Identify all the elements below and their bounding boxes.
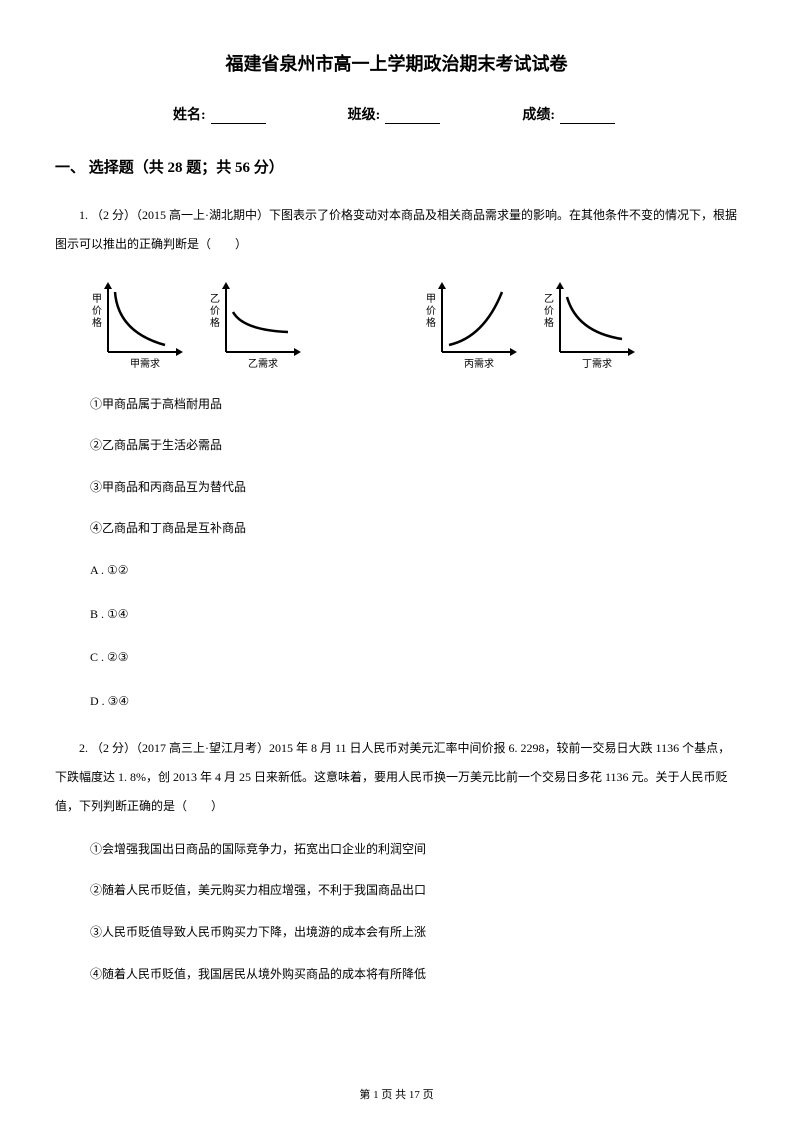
svg-text:格: 格 [210,316,220,329]
q1-stem: 1. （2 分）（2015 高一上·湖北期中）下图表示了价格变动对本商品及相关商… [55,201,738,259]
q1-answers: A . ①② B . ①④ C . ②③ D . ③④ [90,560,738,712]
student-info-line: 姓名: 班级: 成绩: [55,104,738,124]
class-label: 班级: [348,104,381,124]
svg-text:丙需求: 丙需求 [464,358,494,370]
svg-text:价: 价 [210,305,220,317]
svg-text:格: 格 [544,316,554,329]
svg-text:价: 价 [92,305,102,317]
svg-text:价: 价 [544,305,554,317]
q2-options: ①会增强我国出日商品的国际竞争力，拓宽出口企业的利润空间 ②随着人民币贬值，美元… [90,839,738,985]
chart-bing-demand: 甲 价 格 丙需求 [424,277,524,372]
q1-option-4: ④乙商品和丁商品是互补商品 [90,518,738,540]
svg-text:格: 格 [426,316,436,329]
q1-option-3: ③甲商品和丙商品互为替代品 [90,477,738,499]
score-blank [560,123,615,124]
section-header: 一、 选择题（共 28 题；共 56 分） [55,156,738,177]
svg-text:甲: 甲 [426,294,436,305]
name-label: 姓名: [173,104,206,124]
q2-option-2: ②随着人民币贬值，美元购买力相应增强，不利于我国商品出口 [90,880,738,902]
q2-option-3: ③人民币贬值导致人民币购买力下降，出境游的成本会有所上涨 [90,922,738,944]
q1-option-1: ①甲商品属于高档耐用品 [90,394,738,416]
q1-answer-a: A . ①② [90,560,738,582]
svg-text:格: 格 [92,316,102,329]
chart-ylabel: 甲 [92,294,102,305]
q1-answer-b: B . ①④ [90,604,738,626]
q1-charts: 甲 价 格 甲需求 乙 价 格 乙需求 [90,277,738,372]
page-title: 福建省泉州市高一上学期政治期末考试试卷 [55,50,738,76]
page-footer: 第 1 页 共 17 页 [0,1086,793,1102]
svg-text:价: 价 [426,305,436,317]
name-blank [211,123,266,124]
chart-xlabel: 甲需求 [130,358,160,370]
q1-answer-c: C . ②③ [90,647,738,669]
q1-answer-d: D . ③④ [90,691,738,713]
class-blank [385,123,440,124]
svg-text:丁需求: 丁需求 [582,358,612,370]
q1-option-2: ②乙商品属于生活必需品 [90,435,738,457]
score-label: 成绩: [522,104,555,124]
q2-stem: 2. （2 分）（2017 高三上·望江月考）2015 年 8 月 11 日人民… [55,734,738,820]
svg-text:乙: 乙 [544,293,554,305]
chart-ding-demand: 乙 价 格 丁需求 [542,277,642,372]
q2-option-4: ④随着人民币贬值，我国居民从境外购买商品的成本将有所降低 [90,964,738,986]
q1-options: ①甲商品属于高档耐用品 ②乙商品属于生活必需品 ③甲商品和丙商品互为替代品 ④乙… [90,394,738,540]
q2-option-1: ①会增强我国出日商品的国际竞争力，拓宽出口企业的利润空间 [90,839,738,861]
chart-jia-demand: 甲 价 格 甲需求 [90,277,190,372]
svg-text:乙: 乙 [210,293,220,305]
svg-text:乙需求: 乙需求 [248,358,278,370]
chart-yi-demand: 乙 价 格 乙需求 [208,277,308,372]
